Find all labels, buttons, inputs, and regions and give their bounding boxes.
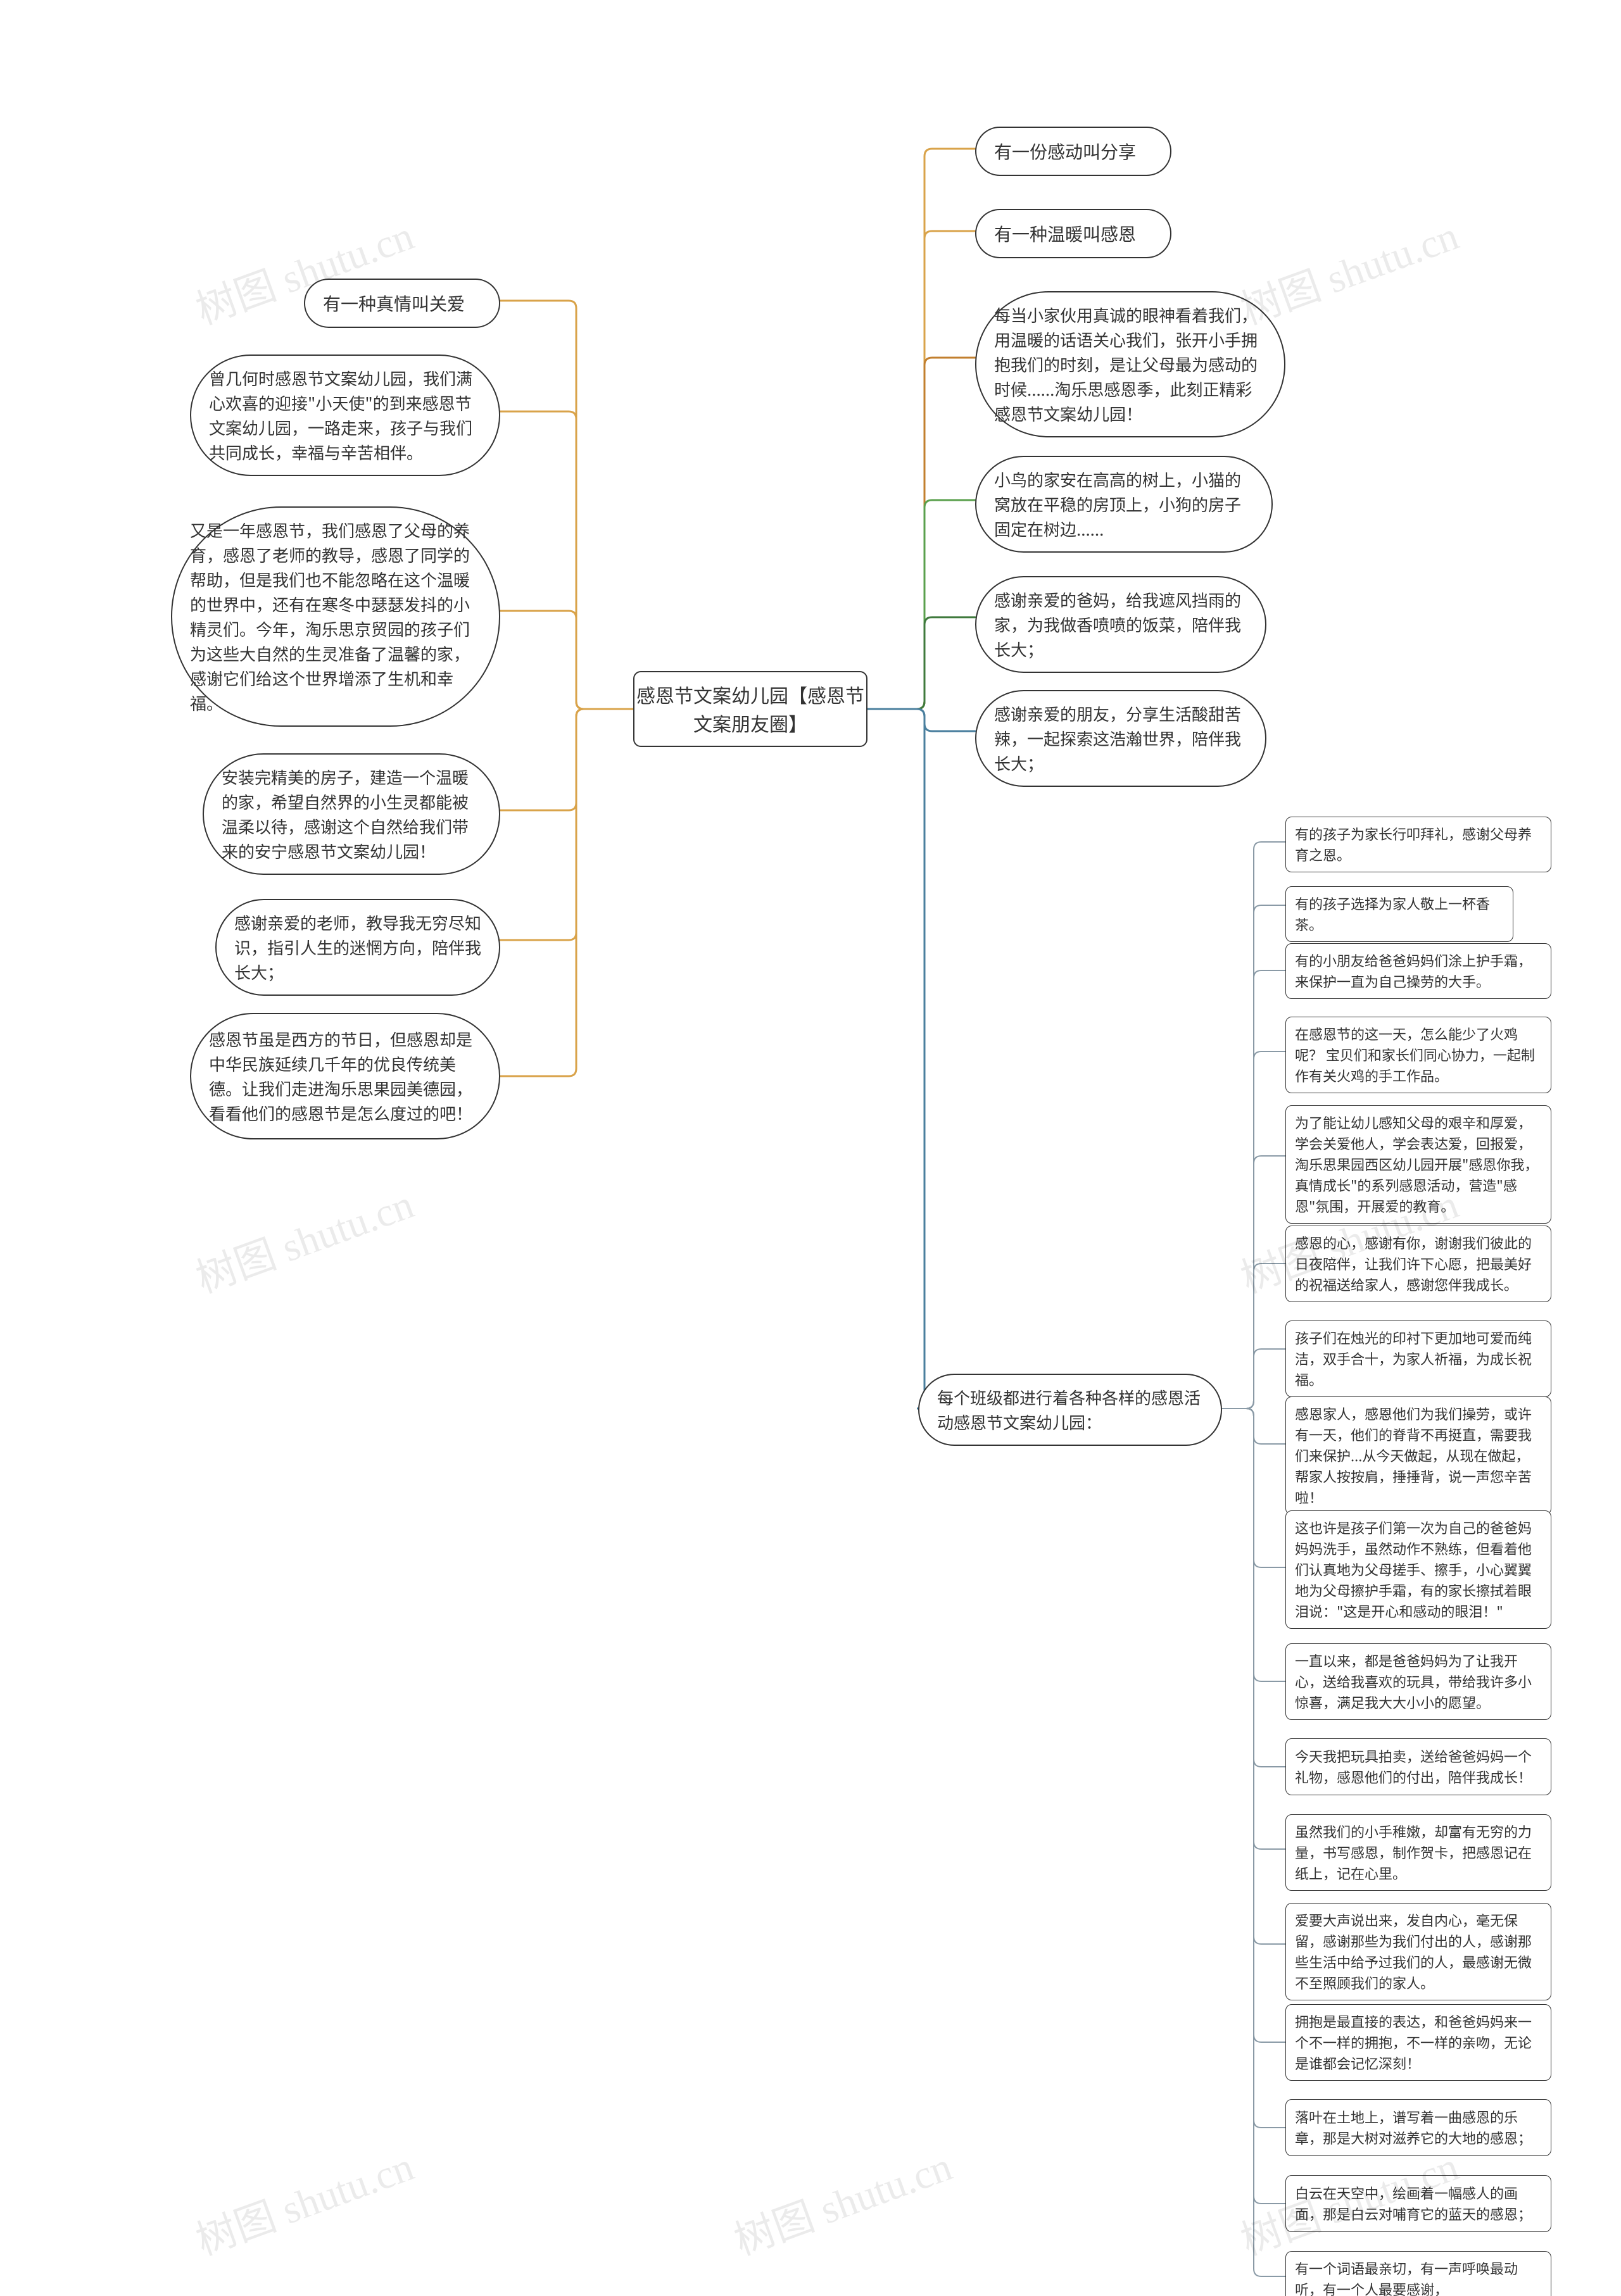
left-node-3-text: 又是一年感恩节，我们感恩了父母的养育，感恩了老师的教导，感恩了同学的帮助，但是我… [190,518,481,715]
sub-node-8-text: 感恩家人，感恩他们为我们操劳，或许有一天，他们的脊背不再挺直，需要我们来保护..… [1295,1403,1542,1508]
sub-node-1-text: 有的孩子为家长行叩拜礼，感谢父母养育之恩。 [1295,824,1542,865]
sub-node-9-text: 这也许是孩子们第一次为自己的爸爸妈妈妈洗手，虽然动作不熟练，但看着他们认真地为父… [1295,1517,1542,1622]
left-node-5-text: 感谢亲爱的老师，教导我无穷尽知识，指引人生的迷惘方向，陪伴我长大； [234,910,481,984]
sub-node-17-text: 有一个词语最亲切，有一声呼唤最动听，有一个人最要感谢， [1295,2258,1542,2296]
sub-node-2: 有的孩子选择为家人敬上一杯香茶。 [1285,886,1513,942]
sub-node-6: 感恩的心，感谢有你，谢谢我们彼此的日夜陪伴，让我们许下心愿，把最美好的祝福送给家… [1285,1226,1551,1302]
sub-node-3-text: 有的小朋友给爸爸妈妈们涂上护手霜，来保护一直为自己操劳的大手。 [1295,950,1542,992]
sub-node-15: 落叶在土地上，谱写着一曲感恩的乐章，那是大树对滋养它的大地的感恩； [1285,2099,1551,2156]
left-node-1: 有一种真情叫关爱 [304,279,500,328]
sub-node-13-text: 爱要大声说出来，发自内心，毫无保留，感谢那些为我们付出的人，感谢那些生活中给予过… [1295,1910,1542,1993]
root-node-text: 感恩节文案幼儿园【感恩节文案朋友圈】 [634,681,866,737]
right-node-3: 每当小家伙用真诚的眼神看着我们，用温暖的话语关心我们，张开小手拥抱我们的时刻，是… [975,291,1285,437]
right-node-5-text: 感谢亲爱的爸妈，给我遮风挡雨的家，为我做香喷喷的饭菜，陪伴我长大； [994,587,1247,662]
sub-node-7: 孩子们在烛光的印衬下更加地可爱而纯洁，双手合十，为家人祈福，为成长祝福。 [1285,1321,1551,1397]
mindmap-canvas: 感恩节文案幼儿园【感恩节文案朋友圈】 有一种真情叫关爱曾几何时感恩节文案幼儿园，… [0,0,1621,2296]
sub-node-16: 白云在天空中，绘画着一幅感人的画面，那是白云对哺育它的蓝天的感恩； [1285,2175,1551,2232]
watermark-5: 树图 shutu.cn [187,2134,420,2266]
sub-node-9: 这也许是孩子们第一次为自己的爸爸妈妈妈洗手，虽然动作不熟练，但看着他们认真地为父… [1285,1510,1551,1629]
sub-node-5: 为了能让幼儿感知父母的艰辛和厚爱，学会关爱他人，学会表达爱，回报爱，淘乐思果园西… [1285,1105,1551,1224]
left-node-2-text: 曾几何时感恩节文案幼儿园，我们满心欢喜的迎接"小天使"的到来感恩节文案幼儿园，一… [209,366,481,465]
left-node-6: 感恩节虽是西方的节日，但感恩却是中华民族延续几千年的优良传统美德。让我们走进淘乐… [190,1013,500,1139]
left-node-6-text: 感恩节虽是西方的节日，但感恩却是中华民族延续几千年的优良传统美德。让我们走进淘乐… [209,1027,481,1126]
left-node-4: 安装完精美的房子，建造一个温暖的家，希望自然界的小生灵都能被温柔以待，感谢这个自… [203,753,500,875]
left-node-2: 曾几何时感恩节文案幼儿园，我们满心欢喜的迎接"小天使"的到来感恩节文案幼儿园，一… [190,354,500,476]
sub-node-4-text: 在感恩节的这一天，怎么能少了火鸡呢？ 宝贝们和家长们同心协力，一起制作有关火鸡的… [1295,1024,1542,1086]
sub-node-11-text: 今天我把玩具拍卖，送给爸爸妈妈一个礼物，感恩他们的付出，陪伴我成长！ [1295,1746,1542,1788]
sub-node-10-text: 一直以来，都是爸爸妈妈为了让我开心，送给我喜欢的玩具，带给我许多小惊喜，满足我大… [1295,1650,1542,1713]
sub-node-14: 拥抱是最直接的表达，和爸爸妈妈来一个不一样的拥抱，不一样的亲吻，无论是谁都会记忆… [1285,2004,1551,2081]
sub-node-7-text: 孩子们在烛光的印衬下更加地可爱而纯洁，双手合十，为家人祈福，为成长祝福。 [1295,1327,1542,1390]
left-node-1-text: 有一种真情叫关爱 [323,290,465,317]
right-node-6: 感谢亲爱的朋友，分享生活酸甜苦辣，一起探索这浩瀚世界，陪伴我长大； [975,690,1266,787]
watermark-3: 树图 shutu.cn [187,1172,420,1304]
sub-node-15-text: 落叶在土地上，谱写着一曲感恩的乐章，那是大树对滋养它的大地的感恩； [1295,2107,1542,2149]
sub-node-2-text: 有的孩子选择为家人敬上一杯香茶。 [1295,893,1504,935]
root-node: 感恩节文案幼儿园【感恩节文案朋友圈】 [633,671,867,747]
left-node-4-text: 安装完精美的房子，建造一个温暖的家，希望自然界的小生灵都能被温柔以待，感谢这个自… [222,765,481,863]
right-node-3-text: 每当小家伙用真诚的眼神看着我们，用温暖的话语关心我们，张开小手拥抱我们的时刻，是… [994,303,1266,426]
sub-node-1: 有的孩子为家长行叩拜礼，感谢父母养育之恩。 [1285,817,1551,872]
right-node-6-text: 感谢亲爱的朋友，分享生活酸甜苦辣，一起探索这浩瀚世界，陪伴我长大； [994,701,1247,775]
watermark-6: 树图 shutu.cn [725,2134,959,2266]
right-node-2-text: 有一种温暖叫感恩 [994,220,1136,247]
right-node-7: 每个班级都进行着各种各样的感恩活动感恩节文案幼儿园： [918,1374,1222,1446]
sub-node-13: 爱要大声说出来，发自内心，毫无保留，感谢那些为我们付出的人，感谢那些生活中给予过… [1285,1903,1551,2000]
right-node-1-text: 有一份感动叫分享 [994,138,1136,165]
sub-node-12: 虽然我们的小手稚嫩，却富有无穷的力量，书写感恩，制作贺卡，把感恩记在纸上，记在心… [1285,1814,1551,1891]
sub-node-14-text: 拥抱是最直接的表达，和爸爸妈妈来一个不一样的拥抱，不一样的亲吻，无论是谁都会记忆… [1295,2011,1542,2074]
sub-node-5-text: 为了能让幼儿感知父母的艰辛和厚爱，学会关爱他人，学会表达爱，回报爱，淘乐思果园西… [1295,1112,1542,1217]
sub-node-6-text: 感恩的心，感谢有你，谢谢我们彼此的日夜陪伴，让我们许下心愿，把最美好的祝福送给家… [1295,1233,1542,1295]
right-node-1: 有一份感动叫分享 [975,127,1171,176]
sub-node-4: 在感恩节的这一天，怎么能少了火鸡呢？ 宝贝们和家长们同心协力，一起制作有关火鸡的… [1285,1017,1551,1093]
left-node-3: 又是一年感恩节，我们感恩了父母的养育，感恩了老师的教导，感恩了同学的帮助，但是我… [171,506,500,727]
right-node-7-text: 每个班级都进行着各种各样的感恩活动感恩节文案幼儿园： [937,1385,1203,1434]
sub-node-10: 一直以来，都是爸爸妈妈为了让我开心，送给我喜欢的玩具，带给我许多小惊喜，满足我大… [1285,1643,1551,1720]
right-node-2: 有一种温暖叫感恩 [975,209,1171,258]
sub-node-8: 感恩家人，感恩他们为我们操劳，或许有一天，他们的脊背不再挺直，需要我们来保护..… [1285,1396,1551,1515]
sub-node-12-text: 虽然我们的小手稚嫩，却富有无穷的力量，书写感恩，制作贺卡，把感恩记在纸上，记在心… [1295,1821,1542,1884]
sub-node-3: 有的小朋友给爸爸妈妈们涂上护手霜，来保护一直为自己操劳的大手。 [1285,943,1551,999]
sub-node-17: 有一个词语最亲切，有一声呼唤最动听，有一个人最要感谢， [1285,2251,1551,2296]
sub-node-16-text: 白云在天空中，绘画着一幅感人的画面，那是白云对哺育它的蓝天的感恩； [1295,2183,1542,2224]
right-node-4: 小鸟的家安在高高的树上，小猫的窝放在平稳的房顶上，小狗的房子固定在树边.....… [975,456,1273,553]
left-node-5: 感谢亲爱的老师，教导我无穷尽知识，指引人生的迷惘方向，陪伴我长大； [215,899,500,996]
right-node-4-text: 小鸟的家安在高高的树上，小猫的窝放在平稳的房顶上，小狗的房子固定在树边.....… [994,467,1254,541]
sub-node-11: 今天我把玩具拍卖，送给爸爸妈妈一个礼物，感恩他们的付出，陪伴我成长！ [1285,1738,1551,1795]
right-node-5: 感谢亲爱的爸妈，给我遮风挡雨的家，为我做香喷喷的饭菜，陪伴我长大； [975,576,1266,673]
